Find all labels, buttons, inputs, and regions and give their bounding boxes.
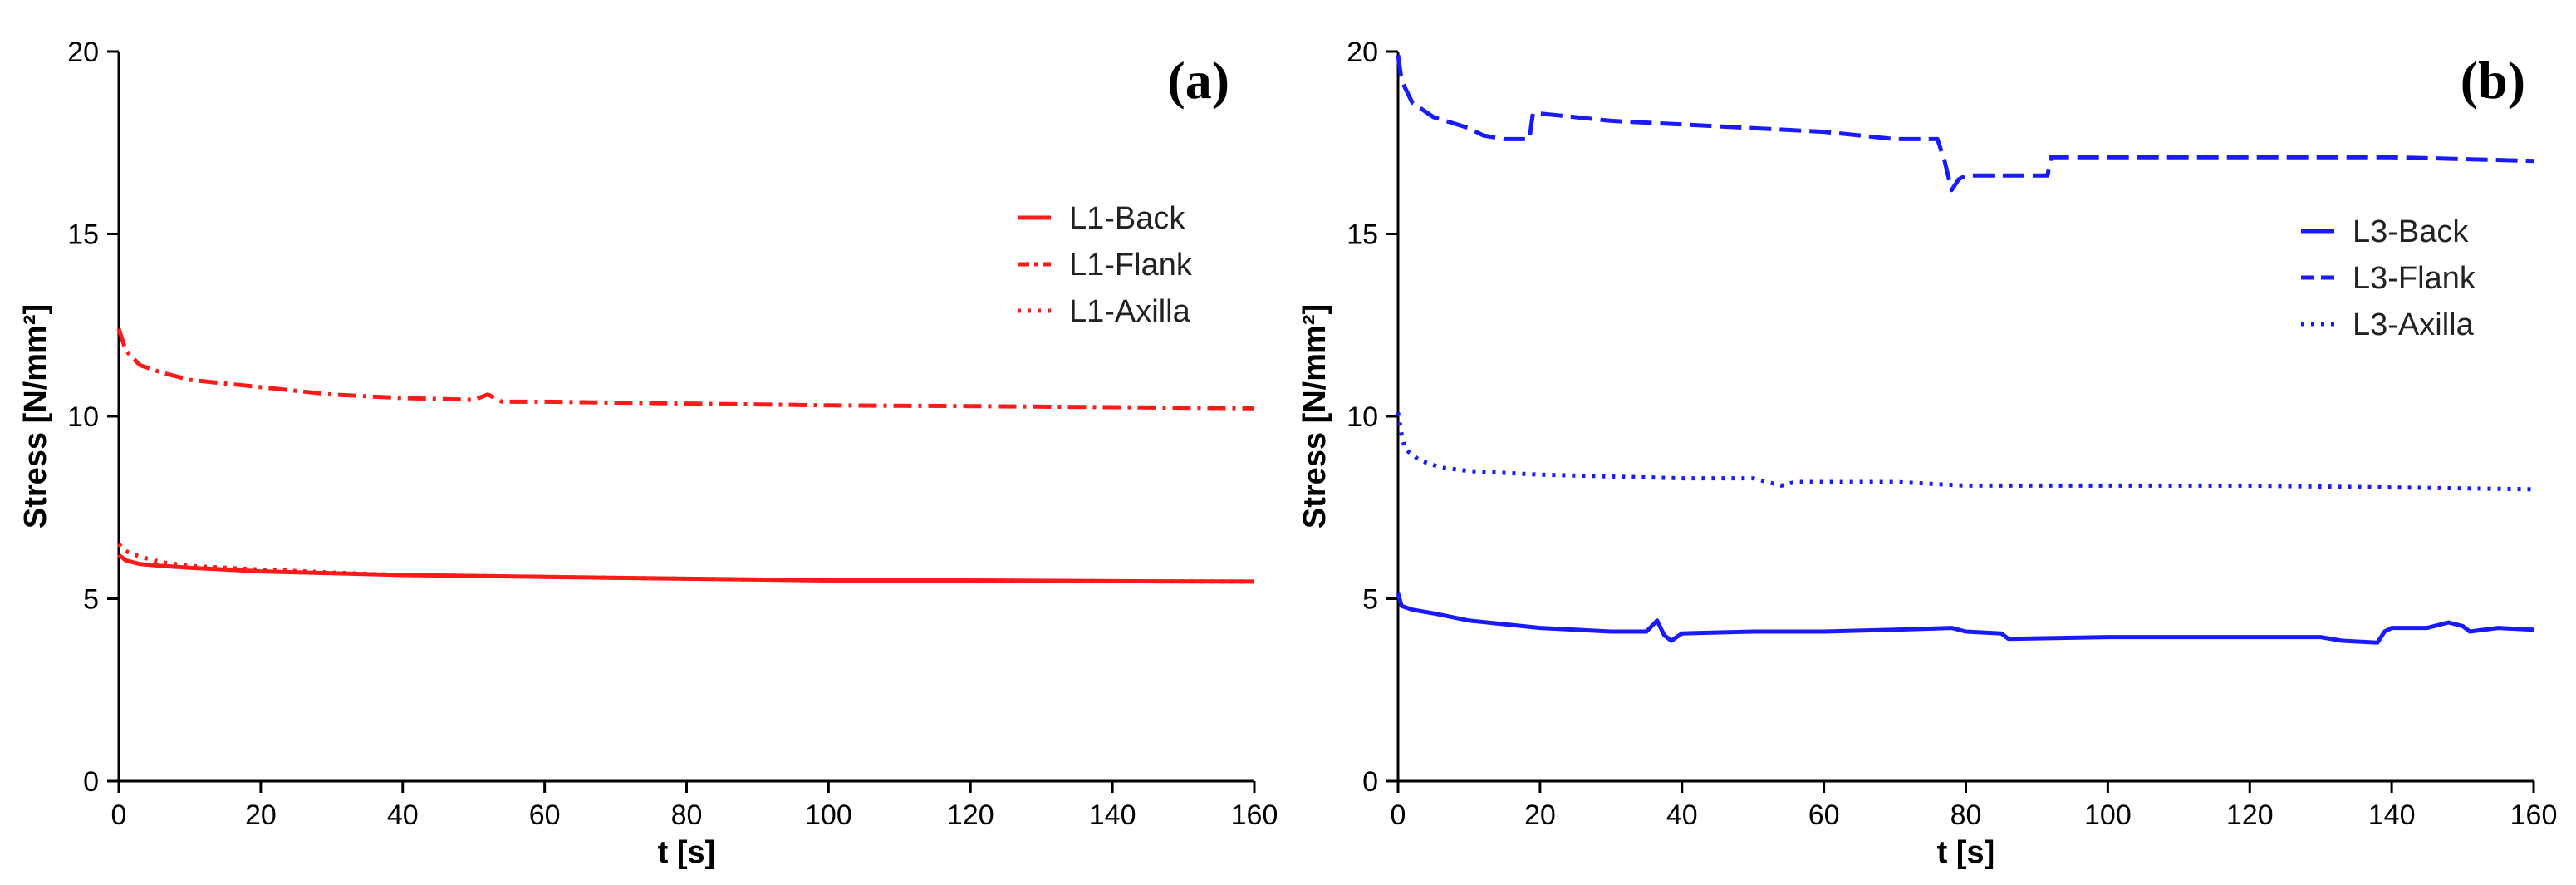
chart-panel-a: 0 20 40 60 80 100 120 140 160 0 5 10 15 20 t [s] Stress… [18,37,1278,870]
series-line-l3-flank [1396,55,2534,193]
x-axis-title: t [s] [658,835,716,870]
chart-panel-b: 0 20 40 60 80 100 120 140 160 0 5 10 15 20 t [s] Stress… [1298,37,2557,870]
legend-label: L1-Axilla [1069,294,1191,329]
y-tick-label: 0 [83,766,99,798]
y-axis-title: Stress [N/mm²] [1298,304,1332,529]
legend-label: L3-Flank [2353,261,2476,296]
panel-label: (a) [1167,51,1229,110]
x-tick-label: 100 [2084,799,2132,831]
series-line-l1-back [117,553,1255,584]
x-tick-label: 140 [1089,799,1136,831]
y-tick-label: 10 [67,401,99,433]
x-tick-label: 100 [805,799,852,831]
x-tick-label: 40 [387,799,419,831]
legend-label: L1-Flank [1069,248,1193,283]
y-tick-label: 5 [83,584,99,616]
x-tick-label: 20 [245,799,277,831]
legend-label: L1-Back [1069,201,1185,236]
y-tick-label: 15 [1347,219,1378,251]
x-tick-label: 20 [1524,799,1556,831]
legend-label: L3-Axilla [2353,307,2475,342]
x-tick-label: 40 [1666,799,1698,831]
legend-label: L3-Back [2353,214,2469,249]
y-tick-label: 20 [67,37,99,68]
y-axis-title: Stress [N/mm²] [18,304,53,529]
x-tick-label: 120 [947,799,994,831]
y-tick-label: 5 [1362,584,1378,616]
series-line-l1-flank [116,327,1255,411]
y-tick-label: 0 [1362,766,1378,798]
x-tick-label: 80 [671,799,703,831]
x-tick-label: 80 [1950,799,1982,831]
x-tick-label: 140 [2368,799,2416,831]
series-line-l3-axilla [1396,412,2534,492]
x-tick-label: 160 [1231,799,1278,831]
y-tick-label: 20 [1347,37,1378,68]
x-axis-title: t [s] [1937,835,1995,870]
x-tick-label: 0 [111,799,127,831]
x-tick-label: 60 [1808,799,1840,831]
x-tick-label: 60 [529,799,561,831]
series-line-l3-back [1396,592,2534,645]
x-tick-label: 120 [2226,799,2274,831]
panel-label: (b) [2461,51,2525,110]
y-tick-label: 10 [1347,401,1378,433]
x-tick-label: 0 [1391,799,1406,831]
y-tick-label: 15 [67,219,99,251]
x-tick-label: 160 [2510,799,2558,831]
series-line-l1-axilla [117,542,1255,584]
